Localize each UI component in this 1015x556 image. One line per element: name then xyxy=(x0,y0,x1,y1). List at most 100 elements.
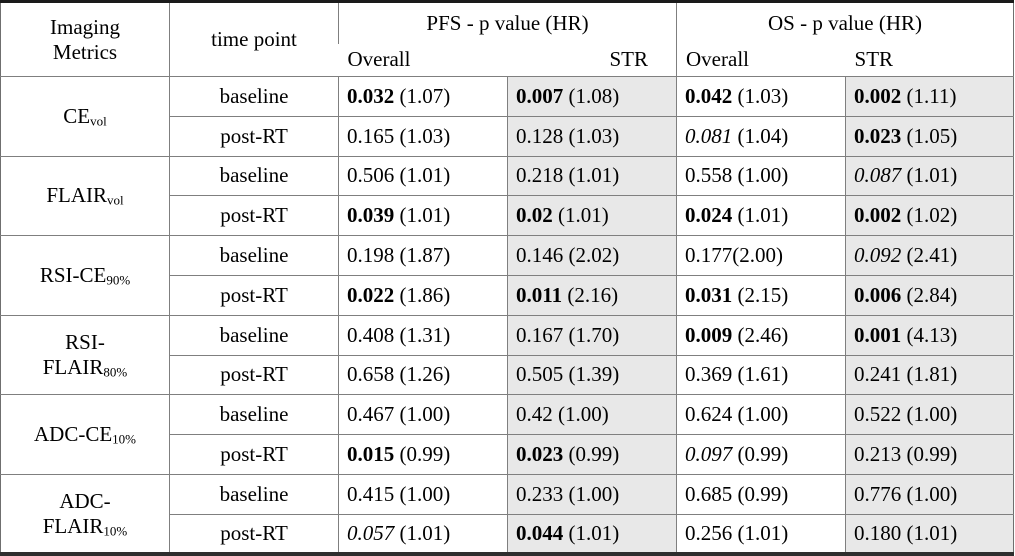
timepoint-cell: post-RT xyxy=(169,513,339,555)
hr-value: (0.99) xyxy=(737,442,789,467)
hr-value: (1.00) xyxy=(737,163,789,188)
p-value: 0.044 xyxy=(516,520,564,545)
value-cell-os-overall: 0.177(2.00) xyxy=(676,235,846,276)
value-cell-os-overall: 0.685 (0.99) xyxy=(676,473,846,515)
value-cell-os-str: 0.087 (1.01) xyxy=(845,155,1014,196)
value-cell-os-str: 0.522 (1.00) xyxy=(845,394,1014,435)
value-cell-pfs-overall: 0.057 (1.01) xyxy=(338,513,508,555)
value-cell-os-str: 0.006 (2.84) xyxy=(845,274,1014,316)
p-value: 0.658 xyxy=(347,362,395,387)
value-cell-pfs-str: 0.02 (1.01) xyxy=(506,195,677,236)
p-value: 0.233 xyxy=(516,481,564,506)
value-cell-pfs-overall: 0.015 (0.99) xyxy=(338,434,508,475)
metric-cell: FLAIRvol xyxy=(0,155,170,236)
value-cell-os-str: 0.023 (1.05) xyxy=(845,115,1014,157)
p-value: 0.685 xyxy=(685,481,733,506)
hr-value: (1.81) xyxy=(906,362,958,387)
value-cell-os-overall: 0.097 (0.99) xyxy=(676,434,846,475)
value-cell-pfs-overall: 0.506 (1.01) xyxy=(338,155,508,196)
table-row: ADC-CE10% baseline 0.467 (1.00) 0.42 (1.00)… xyxy=(0,394,1014,475)
p-value: 0.042 xyxy=(685,83,733,108)
hr-value: (0.99) xyxy=(568,442,620,467)
table-row: RSI- FLAIR80% baseline 0.408 (1.31) 0.167 (1… xyxy=(0,314,1014,395)
metric-cell: CEvol xyxy=(0,76,170,157)
value-cell-os-overall: 0.024 (1.01) xyxy=(676,195,846,236)
metric-label: RSI- FLAIR80% xyxy=(42,330,128,380)
hr-value: (1.05) xyxy=(906,123,958,148)
p-value: 0.415 xyxy=(347,481,395,506)
p-value: 0.092 xyxy=(854,243,902,268)
hr-value: (1.39) xyxy=(568,362,620,387)
value-cell-os-overall: 0.031 (2.15) xyxy=(676,274,846,316)
metric-label: ADC-CE10% xyxy=(33,422,136,447)
value-cell-os-str: 0.776 (1.00) xyxy=(845,473,1014,515)
p-value: 0.032 xyxy=(347,83,395,108)
header-row-subcolumns: Overall STR Overall STR xyxy=(1,43,1014,77)
p-value: 0.024 xyxy=(685,203,733,228)
value-cell-os-str: 0.001 (4.13) xyxy=(845,314,1014,356)
p-value: 0.167 xyxy=(516,322,564,347)
p-value: 0.408 xyxy=(347,322,395,347)
p-value: 0.146 xyxy=(516,243,564,268)
value-cell-os-str: 0.180 (1.01) xyxy=(845,513,1014,555)
timepoint-cell: baseline xyxy=(169,235,339,276)
hr-value: (1.01) xyxy=(568,520,620,545)
p-value: 0.558 xyxy=(685,163,733,188)
p-value: 0.006 xyxy=(854,282,902,307)
p-value: 0.023 xyxy=(516,442,564,467)
value-cell-pfs-overall: 0.165 (1.03) xyxy=(338,115,508,157)
hr-value: (1.01) xyxy=(906,520,958,545)
header-time-point: time point xyxy=(169,1,339,77)
p-value: 0.097 xyxy=(685,442,733,467)
hr-value: (0.99) xyxy=(399,442,451,467)
p-value: 0.031 xyxy=(685,282,733,307)
p-value: 0.057 xyxy=(347,520,395,545)
hr-value: (1.00) xyxy=(399,402,451,427)
p-value: 0.213 xyxy=(854,442,902,467)
value-cell-os-overall: 0.558 (1.00) xyxy=(676,155,846,196)
hr-value: (2.46) xyxy=(737,322,789,347)
hr-value: (1.11) xyxy=(906,83,957,108)
p-value: 0.022 xyxy=(347,282,395,307)
hr-value: (1.01) xyxy=(568,163,620,188)
hr-value: (1.03) xyxy=(399,123,451,148)
hr-value: (1.26) xyxy=(399,362,451,387)
p-value: 0.015 xyxy=(347,442,395,467)
hr-value: (1.86) xyxy=(399,282,451,307)
metric-cell: RSI- FLAIR80% xyxy=(0,314,170,395)
hr-value: (1.01) xyxy=(399,520,451,545)
timepoint-cell: post-RT xyxy=(169,434,339,475)
p-value: 0.256 xyxy=(685,520,733,545)
p-value: 0.081 xyxy=(685,123,733,148)
p-value: 0.011 xyxy=(516,282,563,307)
value-cell-pfs-str: 0.023 (0.99) xyxy=(506,434,677,475)
header-imaging-line1: Imaging xyxy=(50,14,120,39)
metric-subscript: 10% xyxy=(103,522,128,538)
timepoint-cell: post-RT xyxy=(169,354,339,395)
metric-label: RSI-CE90% xyxy=(39,262,131,288)
header-os-overall: Overall xyxy=(676,43,846,77)
metric-subscript: vol xyxy=(107,192,124,208)
value-cell-pfs-str: 0.128 (1.03) xyxy=(506,115,677,157)
timepoint-cell: post-RT xyxy=(169,195,339,236)
hr-value: (1.01) xyxy=(906,163,958,188)
value-cell-os-overall: 0.256 (1.01) xyxy=(676,513,846,555)
table-row: post-RT 0.057 (1.01) 0.044 (1.01) 0.256 (1.… xyxy=(1,513,1014,555)
value-cell-os-str: 0.213 (0.99) xyxy=(845,434,1014,475)
value-cell-pfs-overall: 0.039 (1.01) xyxy=(338,195,508,236)
value-cell-pfs-overall: 0.658 (1.26) xyxy=(338,354,508,395)
metric-label: CEvol xyxy=(63,103,107,129)
hr-value: (2.84) xyxy=(906,282,958,307)
p-value: 0.039 xyxy=(347,203,395,228)
hr-value: (1.70) xyxy=(568,322,620,347)
p-value: 0.776 xyxy=(854,481,902,506)
header-imaging-line2: Metrics xyxy=(52,39,118,64)
p-value: 0.02 xyxy=(516,203,553,228)
hr-value: (1.00) xyxy=(906,402,958,427)
table-row: ADC- FLAIR10% baseline 0.415 (1.00) 0.233 (1… xyxy=(0,473,1014,555)
table-row: CEvol baseline 0.032 (1.07) 0.007 (1.08) 0.0… xyxy=(0,76,1014,157)
hr-value: (1.01) xyxy=(737,520,789,545)
p-value: 0.002 xyxy=(854,83,902,108)
hr-value: (1.03) xyxy=(568,123,620,148)
p-value: 0.128 xyxy=(516,123,564,148)
